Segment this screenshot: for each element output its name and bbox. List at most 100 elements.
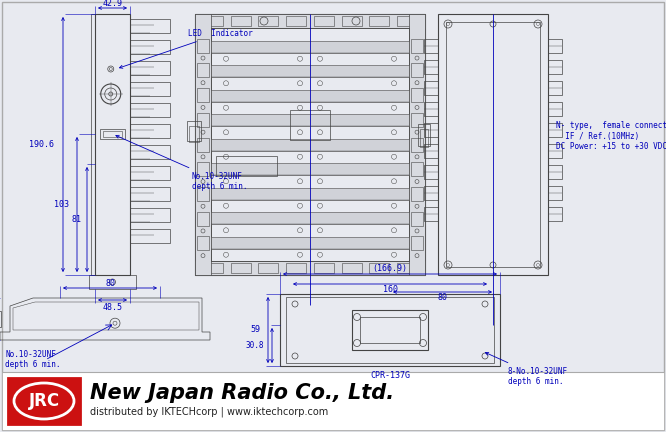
Bar <box>130 61 170 75</box>
Bar <box>130 208 170 222</box>
Text: 42.9: 42.9 <box>103 0 123 7</box>
Bar <box>352 310 428 350</box>
Text: JRC: JRC <box>29 392 59 410</box>
Bar <box>197 39 209 53</box>
Bar <box>130 103 170 117</box>
Bar <box>411 236 423 250</box>
Bar <box>130 187 170 201</box>
Bar <box>290 110 330 140</box>
Text: 48.5: 48.5 <box>103 302 123 311</box>
Bar <box>103 131 122 137</box>
Bar <box>211 236 409 248</box>
Text: N- type,  female connector
  IF / Ref.(10MHz)
DC Power: +15 to +30 VDC: N- type, female connector IF / Ref.(10MH… <box>556 121 666 151</box>
Bar <box>197 212 209 226</box>
Bar <box>130 40 170 54</box>
Text: 80: 80 <box>105 279 115 288</box>
Bar <box>548 206 562 221</box>
Bar <box>216 156 277 176</box>
Ellipse shape <box>14 383 74 419</box>
Bar <box>258 16 278 26</box>
Bar <box>424 123 438 137</box>
Bar <box>211 139 409 150</box>
Bar <box>424 186 438 200</box>
Bar <box>100 129 125 139</box>
Bar <box>189 126 199 142</box>
Bar <box>187 121 201 141</box>
Bar <box>411 64 423 77</box>
Bar <box>130 82 170 96</box>
Bar <box>548 123 562 137</box>
Bar <box>424 81 438 95</box>
Bar <box>424 60 438 74</box>
Bar <box>230 16 250 26</box>
Bar <box>370 263 390 273</box>
Bar <box>130 19 170 33</box>
Bar <box>130 229 170 243</box>
Text: 160: 160 <box>382 286 398 295</box>
Bar <box>89 275 136 289</box>
Bar <box>548 165 562 179</box>
Text: 190.6: 190.6 <box>29 140 54 149</box>
Text: 8-No.10-32UNF
depth 6 min.: 8-No.10-32UNF depth 6 min. <box>486 353 568 386</box>
Bar <box>548 39 562 53</box>
Bar <box>411 162 423 176</box>
Text: 103: 103 <box>54 200 69 209</box>
Bar <box>548 186 562 200</box>
Text: (166.9): (166.9) <box>372 264 408 273</box>
Bar <box>130 124 170 138</box>
Bar <box>342 263 362 273</box>
Bar <box>8 378 80 424</box>
Bar <box>202 263 223 273</box>
Bar <box>130 166 170 180</box>
Bar <box>424 165 438 179</box>
Bar <box>424 39 438 53</box>
Bar <box>360 317 420 343</box>
Bar <box>195 14 425 28</box>
Bar <box>424 102 438 116</box>
Bar <box>211 212 409 224</box>
Bar <box>411 187 423 201</box>
Bar <box>195 14 425 275</box>
Text: No.10-32UNF
depth 6 min.: No.10-32UNF depth 6 min. <box>116 135 248 191</box>
Text: 30.8: 30.8 <box>246 341 264 350</box>
Bar <box>397 16 417 26</box>
Bar <box>130 145 170 159</box>
Bar <box>286 16 306 26</box>
Bar <box>370 16 390 26</box>
Text: 80: 80 <box>438 293 448 302</box>
Bar <box>286 263 306 273</box>
Bar <box>211 65 409 77</box>
Bar <box>197 88 209 102</box>
Bar <box>424 206 438 221</box>
Bar <box>420 129 428 147</box>
Bar <box>411 212 423 226</box>
Bar <box>258 263 278 273</box>
Bar <box>411 39 423 53</box>
Bar <box>211 89 409 102</box>
Bar <box>548 144 562 158</box>
Text: 81: 81 <box>71 215 81 224</box>
Bar <box>314 263 334 273</box>
Text: distributed by IKTECHcorp | www.iktechcorp.com: distributed by IKTECHcorp | www.iktechco… <box>90 407 328 417</box>
Bar <box>211 114 409 126</box>
Bar <box>211 28 409 261</box>
Bar <box>0 311 1 327</box>
Bar <box>411 137 423 152</box>
Bar <box>202 16 223 26</box>
Bar <box>280 294 500 366</box>
Bar <box>195 261 425 275</box>
Bar <box>286 297 494 363</box>
Bar <box>197 64 209 77</box>
Bar <box>197 162 209 176</box>
Bar <box>211 187 409 200</box>
Text: LED  Indicator: LED Indicator <box>119 29 253 68</box>
Bar <box>548 60 562 74</box>
Bar <box>95 14 130 275</box>
Text: CPR-137G: CPR-137G <box>370 372 410 381</box>
Bar <box>314 16 334 26</box>
Text: 59: 59 <box>250 325 260 334</box>
Bar <box>91 14 95 275</box>
Bar <box>548 81 562 95</box>
Text: No.10-32UNF
depth 6 min.: No.10-32UNF depth 6 min. <box>5 350 61 369</box>
Bar <box>197 236 209 250</box>
